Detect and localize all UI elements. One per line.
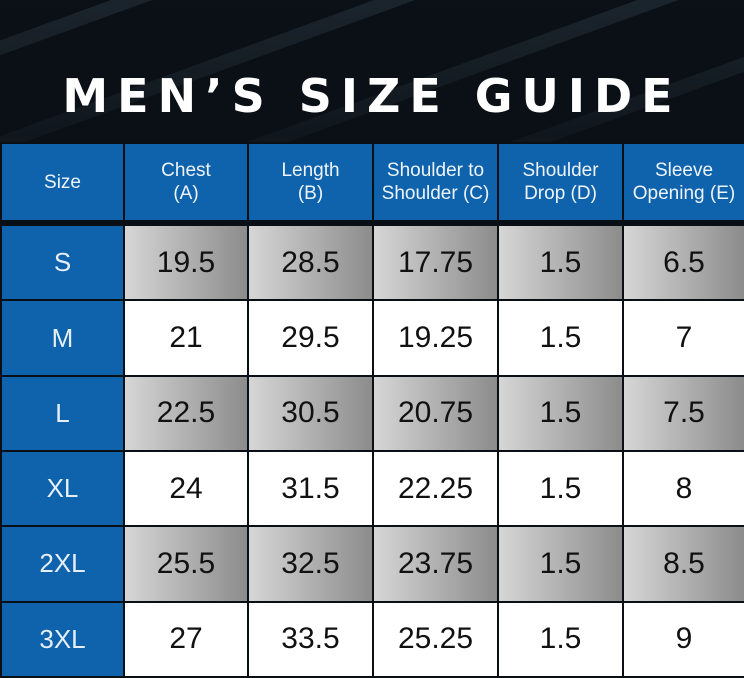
measurement-cell: 19.5 [123, 221, 249, 302]
measurement-cell: 25.25 [372, 600, 499, 678]
measurement-cell: 6.5 [622, 221, 744, 302]
size-label: 2XL [0, 525, 125, 603]
measurement-cell: 33.5 [247, 600, 374, 678]
column-header: Length (B) [247, 142, 374, 226]
size-label: S [0, 221, 125, 302]
measurement-cell: 1.5 [497, 221, 624, 302]
background-shade [0, 0, 744, 142]
table-row: 3XL 27 33.5 25.25 1.5 9 [0, 600, 744, 678]
measurement-cell: 27 [123, 600, 249, 678]
measurement-cell: 1.5 [497, 299, 624, 377]
measurement-cell: 1.5 [497, 525, 624, 603]
measurement-cell: 23.75 [372, 525, 499, 603]
table-row: S 19.5 28.5 17.75 1.5 6.5 [0, 221, 744, 302]
measurement-cell: 8.5 [622, 525, 744, 603]
column-header: Size [0, 142, 125, 226]
measurement-cell: 21 [123, 299, 249, 377]
measurement-cell: 1.5 [497, 600, 624, 678]
column-header: Shoulder to Shoulder (C) [372, 142, 499, 226]
measurement-cell: 7 [622, 299, 744, 377]
table-row: XL 24 31.5 22.25 1.5 8 [0, 449, 744, 528]
measurement-cell: 1.5 [497, 449, 624, 528]
page-title: MEN’S SIZE GUIDE [62, 69, 682, 123]
column-header-line: Shoulder to [386, 160, 485, 181]
column-header: Shoulder Drop (D) [497, 142, 624, 226]
size-label: 3XL [0, 600, 125, 678]
measurement-cell: 22.5 [123, 374, 249, 452]
size-table: Size Chest (A) Length (B) Shoulder to Shoulder… [0, 142, 744, 678]
measurement-cell: 8 [622, 449, 744, 528]
column-header-line: Opening (E) [632, 183, 736, 204]
size-label: XL [0, 449, 125, 528]
measurement-cell: 17.75 [372, 221, 499, 302]
column-header-line: (B) [297, 183, 324, 204]
measurement-cell: 22.25 [372, 449, 499, 528]
measurement-cell: 29.5 [247, 299, 374, 377]
measurement-cell: 25.5 [123, 525, 249, 603]
size-label: L [0, 374, 125, 452]
size-label: M [0, 299, 125, 377]
column-header: Sleeve Opening (E) [622, 142, 744, 226]
column-header-line: Shoulder (C) [381, 183, 490, 204]
column-header-line: Drop (D) [524, 183, 597, 204]
table-row: L 22.5 30.5 20.75 1.5 7.5 [0, 374, 744, 452]
column-header-line: (A) [173, 183, 199, 204]
column-header-line: Sleeve [654, 160, 714, 181]
measurement-cell: 24 [123, 449, 249, 528]
column-header-line: Length [281, 160, 340, 181]
table-row: 2XL 25.5 32.5 23.75 1.5 8.5 [0, 525, 744, 603]
measurement-cell: 20.75 [372, 374, 499, 452]
measurement-cell: 7.5 [622, 374, 744, 452]
measurement-cell: 30.5 [247, 374, 374, 452]
column-header-line: Size [44, 171, 81, 193]
measurement-cell: 1.5 [497, 374, 624, 452]
column-header-line: Shoulder [522, 160, 599, 181]
measurement-cell: 19.25 [372, 299, 499, 377]
column-header: Chest (A) [123, 142, 249, 226]
column-header-line: Chest [161, 160, 211, 181]
measurement-cell: 28.5 [247, 221, 374, 302]
measurement-cell: 31.5 [247, 449, 374, 528]
measurement-cell: 9 [622, 600, 744, 678]
header-row: Size Chest (A) Length (B) Shoulder to Shoulder… [0, 142, 744, 226]
measurement-cell: 32.5 [247, 525, 374, 603]
table-row: M 21 29.5 19.25 1.5 7 [0, 299, 744, 377]
